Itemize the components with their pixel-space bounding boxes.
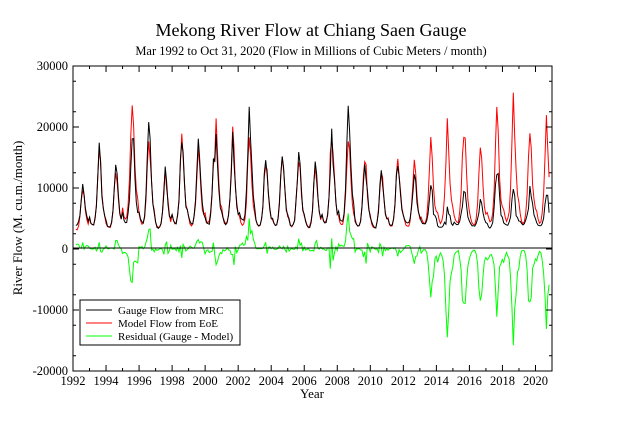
x-tick-label: 2020 (523, 374, 548, 388)
x-tick-label: 2016 (457, 374, 482, 388)
x-tick-label: 2014 (424, 374, 450, 388)
series-line-gauge (75, 105, 550, 229)
legend-label-model: Model Flow from EoE (118, 318, 218, 330)
y-tick-label: -20000 (33, 364, 68, 378)
y-tick-label: -10000 (33, 303, 68, 317)
x-tick-label: 1998 (160, 374, 185, 388)
x-tick-label: 2000 (193, 374, 218, 388)
y-tick-label: 10000 (37, 181, 68, 195)
x-tick-label: 1992 (61, 374, 86, 388)
x-tick-label: 1994 (94, 374, 120, 388)
x-tick-label: 2018 (490, 374, 515, 388)
ticks-layer: 1992 1994 1996 1998 2000 2002 2004 2006 2008 2010… (33, 59, 552, 388)
legend-label-residual: Residual (Gauge - Model) (118, 331, 233, 343)
y-tick-label: 20000 (37, 120, 68, 134)
x-tick-label: 2006 (292, 374, 317, 388)
x-tick-label: 2008 (325, 374, 350, 388)
y-axis-label: River Flow (M. cu.m./month) (10, 141, 25, 296)
x-tick-label: 2002 (226, 374, 251, 388)
y-tick-label: 0 (62, 242, 68, 256)
x-tick-label: 2004 (259, 374, 285, 388)
y-tick-label: 30000 (37, 59, 68, 73)
series-layer (75, 92, 550, 346)
legend: Gauge Flow from MRC Model Flow from EoE … (79, 299, 241, 346)
x-tick-label: 2012 (391, 374, 416, 388)
series-line-residual (75, 213, 550, 346)
legend-label-gauge: Gauge Flow from MRC (118, 305, 223, 317)
chart-title: Mekong River Flow at Chiang Saen Gauge (156, 20, 467, 40)
x-tick-label: 1996 (127, 374, 152, 388)
plot-frame (72, 65, 553, 372)
x-tick-label: 2010 (358, 374, 383, 388)
x-axis-label: Year (300, 386, 325, 401)
chart-subtitle: Mar 1992 to Oct 31, 2020 (Flow in Millio… (135, 44, 486, 58)
